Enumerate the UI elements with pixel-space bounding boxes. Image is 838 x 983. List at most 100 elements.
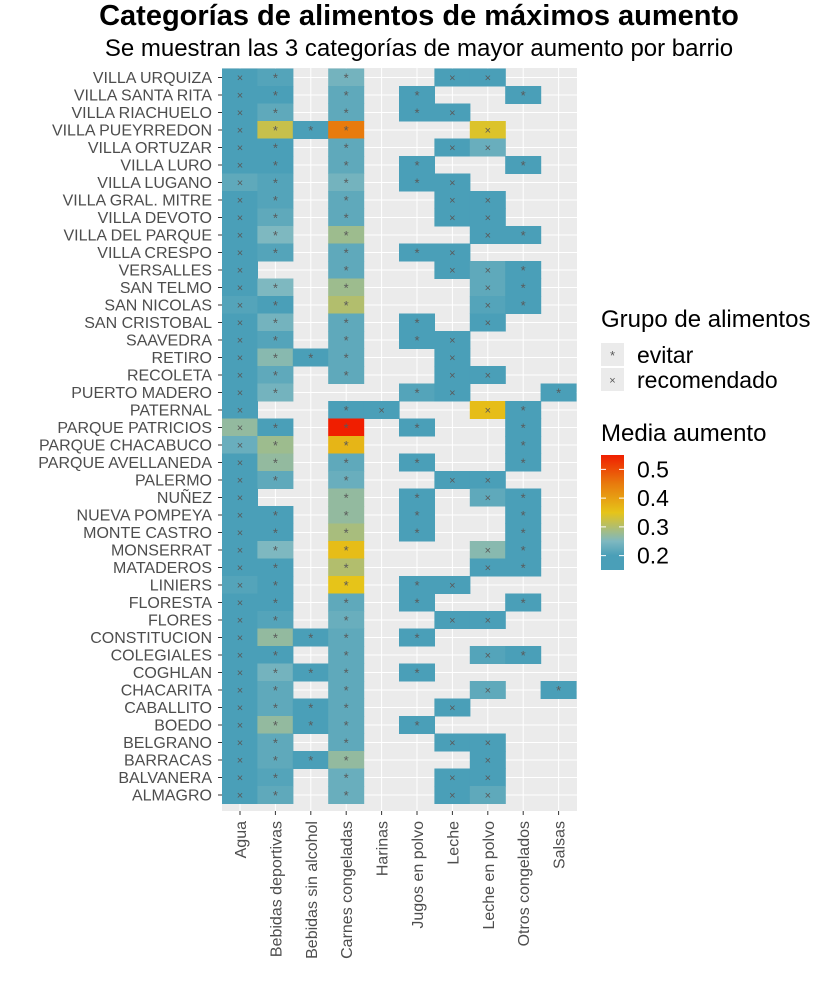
y-tick-label-coghlan: COGHLAN (133, 665, 212, 682)
heatmap-cell-villa-lugano-agua: × (222, 173, 258, 192)
svg-text:*: * (273, 368, 278, 383)
svg-text:×: × (449, 353, 455, 365)
heatmap-cell-villa-riachuelo-leche: × (434, 103, 471, 122)
heatmap-cell-coghlan-bebidas-sin-alcohol: * (292, 663, 329, 682)
y-tick-label-nunez: NUÑEZ (157, 487, 212, 507)
heatmap-cell-liniers-carnes-congeladas: * (328, 576, 365, 594)
y-tick-label-monserrat: MONSERRAT (111, 543, 212, 560)
svg-text:*: * (344, 438, 349, 453)
svg-text:*: * (344, 228, 349, 243)
heatmap-cell-parque-avellaneda-otros-congelados: * (505, 453, 542, 472)
heatmap-cell-monserrat-leche-en-polvo: × (469, 541, 506, 559)
svg-text:×: × (485, 493, 491, 505)
heatmap-cell-belgrano-carnes-congeladas: * (328, 733, 365, 752)
y-tick-label-colegiales: COLEGIALES (111, 648, 212, 665)
svg-text:*: * (308, 351, 313, 366)
svg-text:*: * (344, 176, 349, 191)
svg-text:*: * (521, 596, 526, 611)
heatmap-cell-villa-urquiza-bebidas-deportivas: * (257, 68, 294, 87)
svg-text:*: * (521, 456, 526, 471)
svg-text:*: * (273, 316, 278, 331)
svg-text:*: * (273, 701, 278, 716)
svg-text:*: * (308, 753, 313, 768)
heatmap-cell-villa-del-parque-bebidas-deportivas: * (257, 226, 294, 244)
svg-text:*: * (344, 88, 349, 103)
heatmap-cell-floresta-agua: × (222, 593, 258, 612)
heatmap-cell-villa-gral-mitre-leche: × (434, 191, 471, 209)
y-tick-label-barracas: BARRACAS (124, 753, 212, 770)
y-tick-label-puerto-madero: PUERTO MADERO (71, 385, 212, 402)
heatmap-cell-villa-santa-rita-carnes-congeladas: * (328, 86, 365, 104)
heatmap-cell-villa-crespo-jugos-en-polvo: * (399, 243, 435, 262)
svg-text:*: * (521, 228, 526, 243)
x-axis-labels: Agua Bebidas deportivas Bebidas sin alcoho… (233, 811, 569, 959)
svg-text:×: × (237, 370, 243, 382)
heatmap-cell-boedo-carnes-congeladas: * (328, 716, 365, 734)
heatmap-cell-villa-urquiza-agua: × (222, 68, 258, 87)
svg-text:*: * (273, 281, 278, 296)
heatmap-cell-palermo-leche-en-polvo: × (469, 471, 506, 489)
heatmap-cell-villa-pueyrredon-bebidas-deportivas: * (257, 121, 294, 139)
heatmap-cell-villa-urquiza-leche-en-polvo: × (469, 68, 506, 87)
svg-text:×: × (449, 703, 455, 715)
heatmap-cell-flores-leche-en-polvo: × (469, 611, 506, 629)
svg-text:×: × (237, 300, 243, 312)
heatmap-cell-floresta-jugos-en-polvo: * (399, 593, 435, 612)
svg-text:*: * (521, 543, 526, 558)
svg-text:*: * (556, 386, 561, 401)
heatmap-cell-balvanera-leche-en-polvo: × (469, 768, 506, 787)
svg-text:*: * (273, 718, 278, 733)
y-tick-label-villa-pueyrredon: VILLA PUEYRREDON (52, 123, 212, 140)
svg-text:×: × (237, 650, 243, 662)
heatmap-cell-chacarita-carnes-congeladas: * (328, 681, 365, 699)
svg-text:*: * (414, 456, 419, 471)
heatmap-cell-parque-chacabuco-agua: × (222, 436, 258, 454)
x-tick-label-salsas: Salsas (552, 821, 569, 869)
svg-text:×: × (485, 370, 491, 382)
svg-text:*: * (521, 403, 526, 418)
svg-text:×: × (237, 143, 243, 155)
shape-legend-symbol: × (609, 375, 615, 387)
svg-text:*: * (273, 473, 278, 488)
heatmap-cell-coghlan-carnes-congeladas: * (328, 663, 365, 682)
svg-text:×: × (449, 335, 455, 347)
svg-text:*: * (273, 88, 278, 103)
heatmap-cell-coghlan-jugos-en-polvo: * (399, 663, 435, 682)
heatmap-cell-floresta-carnes-congeladas: * (328, 593, 365, 612)
svg-text:×: × (237, 545, 243, 557)
svg-text:*: * (273, 193, 278, 208)
svg-text:×: × (237, 773, 243, 785)
heatmap-cell-colegiales-bebidas-deportivas: * (257, 646, 294, 664)
color-bar-label: 0.2 (637, 543, 669, 569)
heatmap-cell-flores-carnes-congeladas: * (328, 611, 365, 629)
heatmap-cell-balvanera-leche: × (434, 768, 471, 787)
heatmap-cell-san-nicolas-bebidas-deportivas: * (257, 296, 294, 314)
heatmap-cell-villa-devoto-leche-en-polvo: × (469, 208, 506, 227)
svg-text:*: * (273, 543, 278, 558)
y-tick-label-recoleta: RECOLETA (127, 368, 212, 385)
heatmap-cell-retiro-agua: × (222, 348, 258, 367)
heatmap-cell-villa-del-parque-leche-en-polvo: × (469, 226, 506, 244)
svg-text:*: * (344, 123, 349, 138)
heatmap-cell-belgrano-bebidas-deportivas: * (257, 733, 294, 752)
svg-text:×: × (485, 685, 491, 697)
color-legend-title: Media aumento (601, 420, 766, 447)
svg-text:×: × (449, 738, 455, 750)
svg-text:*: * (414, 316, 419, 331)
heatmap-cell-villa-ortuzar-agua: × (222, 138, 258, 157)
heatmap-cell-nunez-carnes-congeladas: * (328, 488, 365, 507)
svg-text:*: * (308, 631, 313, 646)
heatmap-cell-villa-crespo-bebidas-deportivas: * (257, 243, 294, 262)
svg-text:*: * (521, 298, 526, 313)
svg-text:*: * (344, 543, 349, 558)
heatmap-cell-constitucion-carnes-congeladas: * (328, 628, 365, 647)
heatmap-cell-villa-santa-rita-bebidas-deportivas: * (257, 86, 294, 104)
svg-text:×: × (237, 440, 243, 452)
heatmap-cell-villa-ortuzar-carnes-congeladas: * (328, 138, 365, 157)
chart-subtitle: Se muestran las 3 categorías de mayor au… (104, 35, 734, 62)
heatmap-cell-constitucion-agua: × (222, 628, 258, 647)
svg-text:*: * (521, 281, 526, 296)
svg-text:*: * (414, 333, 419, 348)
svg-text:*: * (414, 158, 419, 173)
heatmap-cell-palermo-bebidas-deportivas: * (257, 471, 294, 489)
